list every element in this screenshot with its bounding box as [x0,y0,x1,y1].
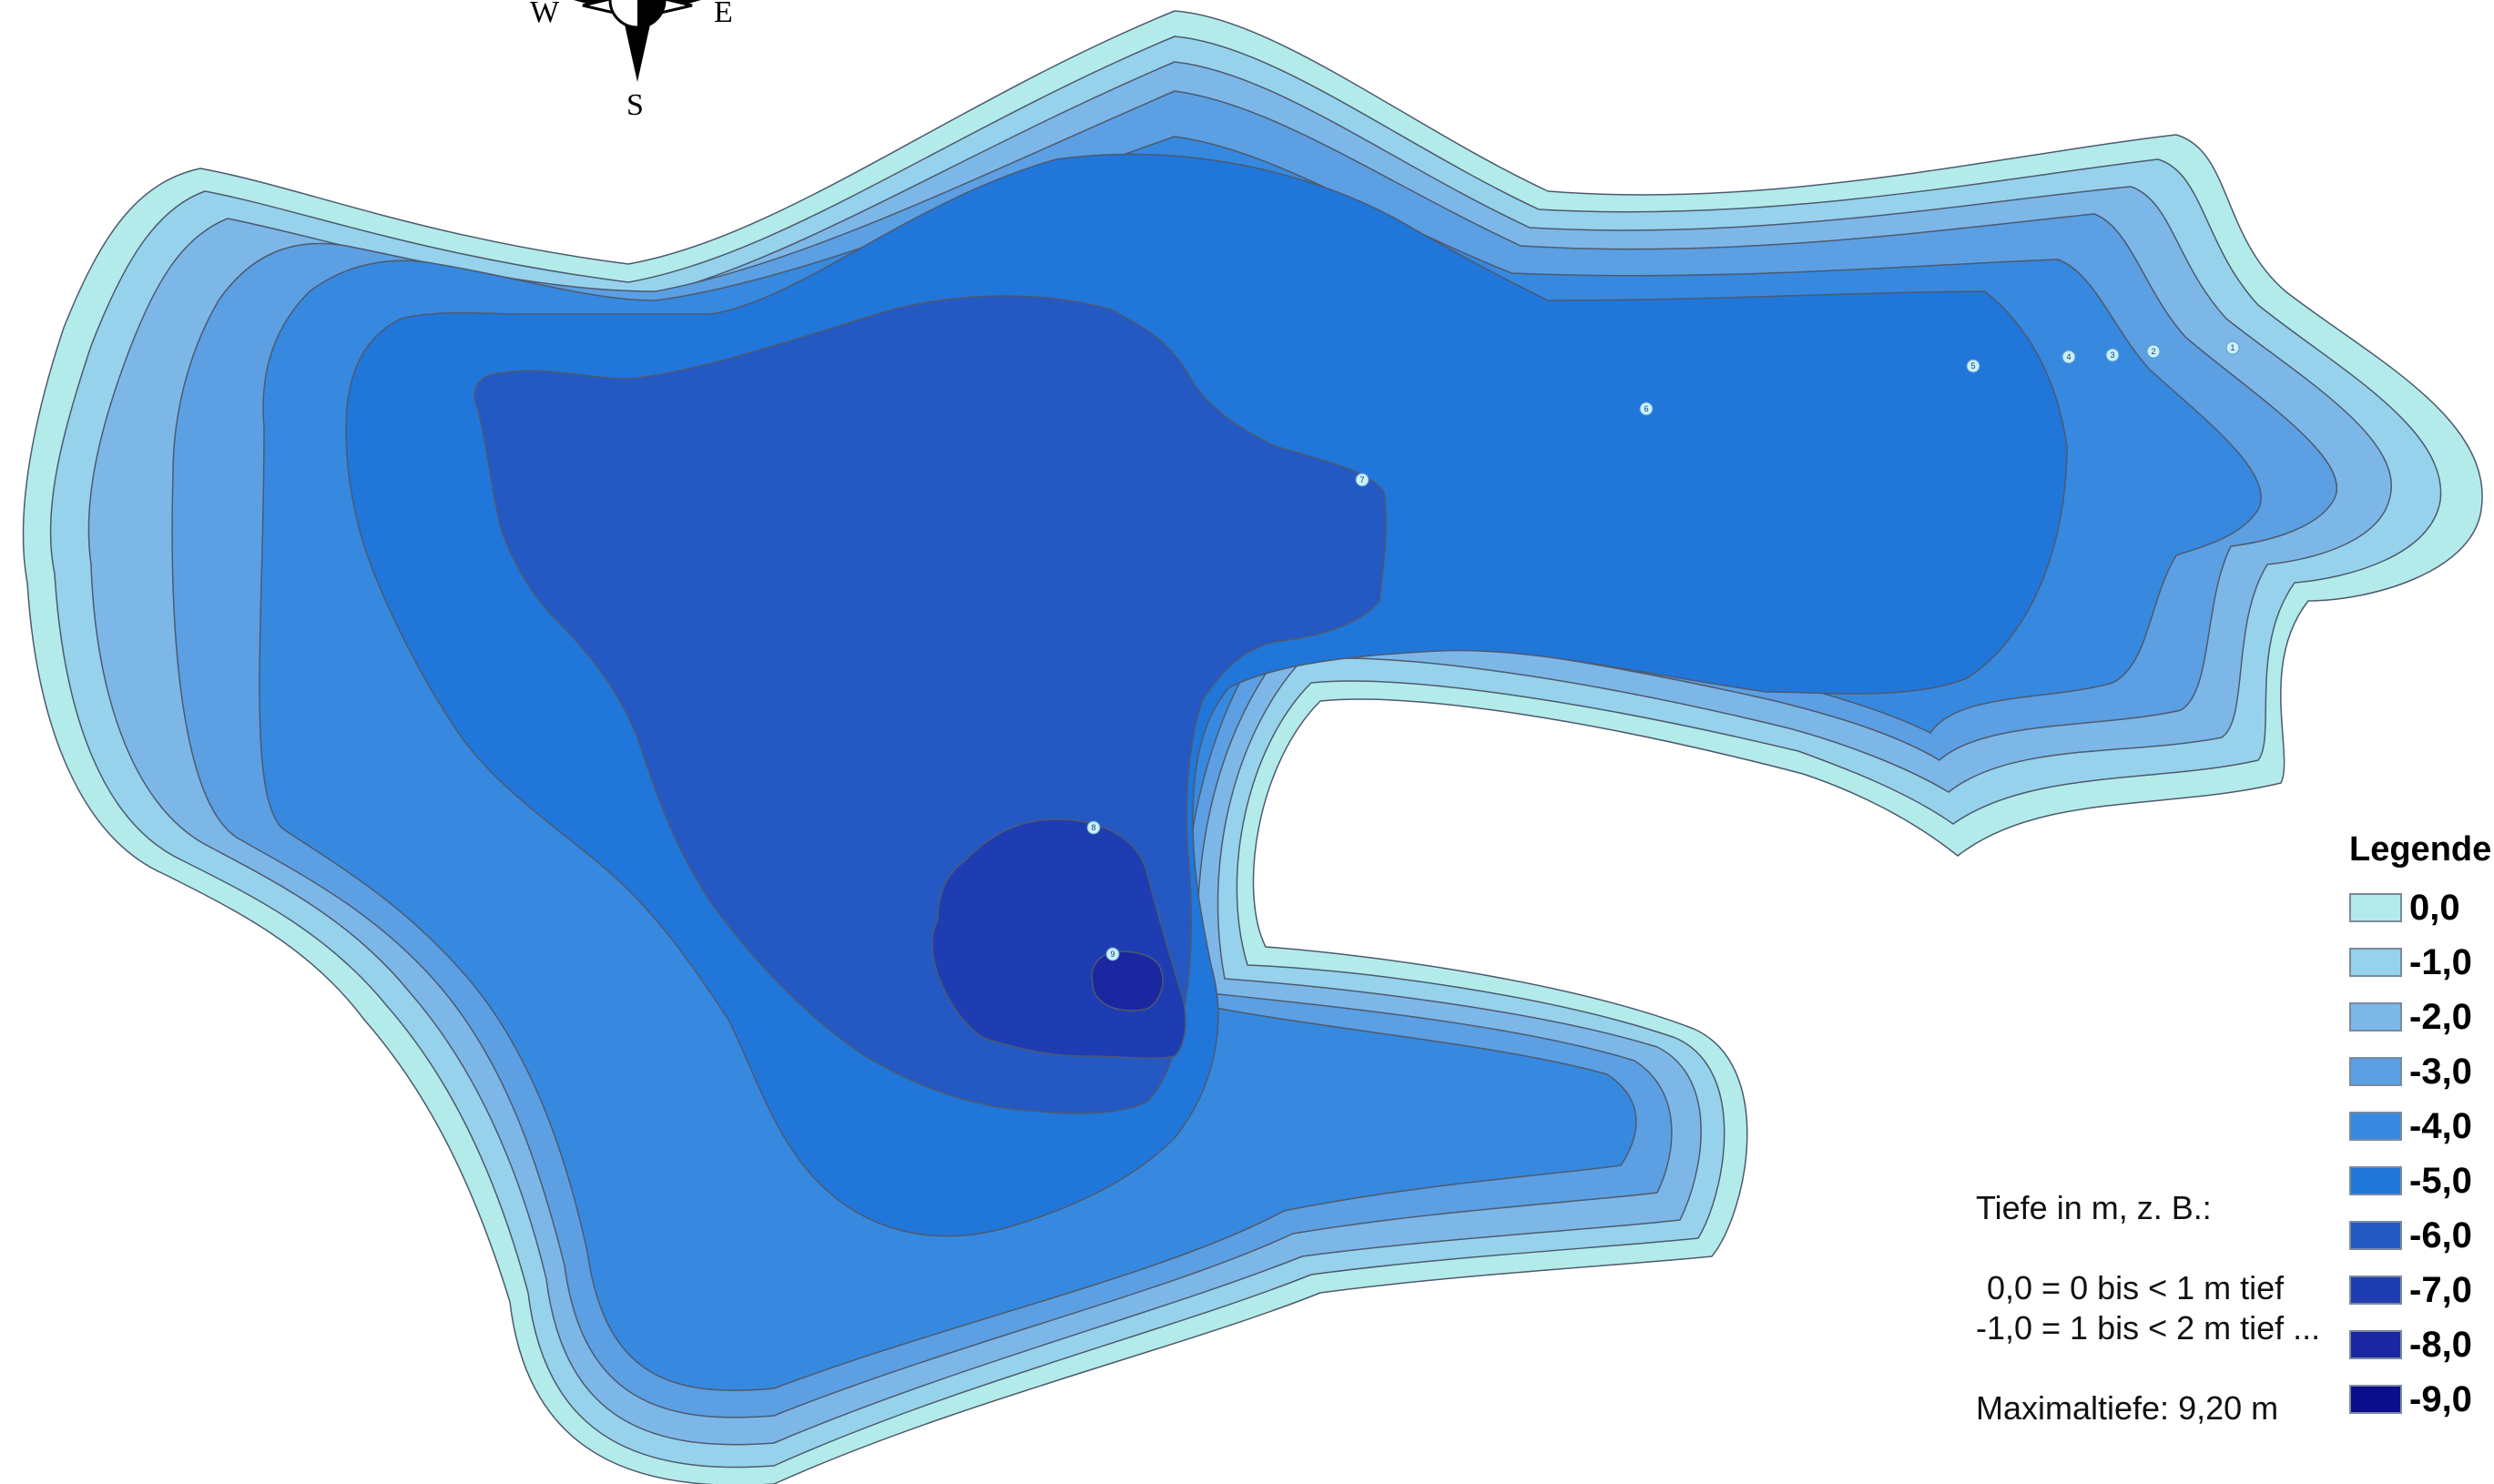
legend-item: -3,0 [2349,1044,2494,1099]
legend-item: -6,0 [2349,1208,2494,1263]
legend-swatch [2349,1276,2402,1305]
legend-item: -9,0 [2349,1372,2494,1427]
legend-label: -2,0 [2409,996,2472,1037]
compass-west-label: W [530,0,560,29]
depth-zone-8 [1091,950,1164,1011]
legend-label: 0,0 [2409,887,2460,928]
legend-swatch [2349,893,2402,922]
svg-text:4: 4 [2066,352,2071,361]
legend-swatch [2349,1057,2402,1086]
legend-label: -6,0 [2409,1215,2472,1255]
depth-marker: 2 [2146,344,2161,359]
legend-label: -8,0 [2409,1324,2472,1365]
legend-item: -1,0 [2349,935,2494,990]
legend-swatch [2349,1330,2402,1359]
depth-marker: 8 [1086,820,1101,835]
legend-swatch [2349,1002,2402,1032]
depth-zone-6 [473,295,1387,1114]
depth-contours [22,10,2483,1484]
depth-marker: 9 [1105,947,1120,961]
depth-notes: Tiefe in m, z. B.: 0,0 = 0 bis < 1 m tie… [1976,1188,2320,1428]
depth-marker: 5 [1966,359,1980,373]
depth-marker: 4 [2061,350,2076,364]
svg-text:6: 6 [1644,404,1648,413]
legend: Legende 0,0 -1,0 -2,0 -3,0 -4,0 -5,0 -6,0 -7,0 -… [2349,830,2494,1427]
legend-title: Legende [2349,830,2492,869]
legend-items: 0,0 -1,0 -2,0 -3,0 -4,0 -5,0 -6,0 -7,0 -8,0 -9,0 [2349,880,2494,1427]
legend-swatch [2349,1112,2402,1141]
svg-text:7: 7 [1359,475,1364,484]
depth-marker: 1 [2225,341,2240,355]
notes-line-2: -1,0 = 1 bis < 2 m tief ... [1976,1309,2321,1347]
compass-east-label: E [714,0,733,29]
legend-label: -3,0 [2409,1051,2472,1092]
svg-text:1: 1 [2230,343,2234,352]
legend-item: -8,0 [2349,1317,2494,1372]
depth-labels: 1 2 3 4 5 6 7 8 9 [1086,341,2240,961]
legend-swatch [2349,1385,2402,1414]
legend-item: -7,0 [2349,1263,2494,1317]
svg-text:9: 9 [1110,950,1115,959]
legend-item: -2,0 [2349,990,2494,1044]
legend-swatch [2349,948,2402,977]
compass-south-label: S [626,88,644,122]
notes-heading: Tiefe in m, z. B.: [1976,1189,2212,1226]
svg-text:8: 8 [1091,823,1095,832]
legend-item: -4,0 [2349,1099,2494,1154]
notes-line-1: 0,0 = 0 bis < 1 m tief [1987,1269,2285,1306]
legend-swatch [2349,1221,2402,1250]
depth-marker: 6 [1639,401,1654,416]
depth-marker: 7 [1355,473,1369,487]
svg-text:3: 3 [2110,351,2114,360]
legend-swatch [2349,1166,2402,1195]
svg-text:5: 5 [1970,361,1975,371]
legend-item: 0,0 [2349,880,2494,935]
legend-label: -7,0 [2409,1269,2472,1310]
legend-label: -9,0 [2409,1378,2472,1419]
notes-max-depth: Maximaltiefe: 9,20 m [1976,1389,2279,1427]
legend-label: -1,0 [2409,941,2472,982]
legend-label: -4,0 [2409,1105,2472,1146]
legend-label: -5,0 [2409,1160,2472,1201]
legend-item: -5,0 [2349,1154,2494,1208]
compass-rose-icon: W E S [530,0,733,122]
svg-text:2: 2 [2151,347,2155,356]
depth-marker: 3 [2105,348,2120,362]
